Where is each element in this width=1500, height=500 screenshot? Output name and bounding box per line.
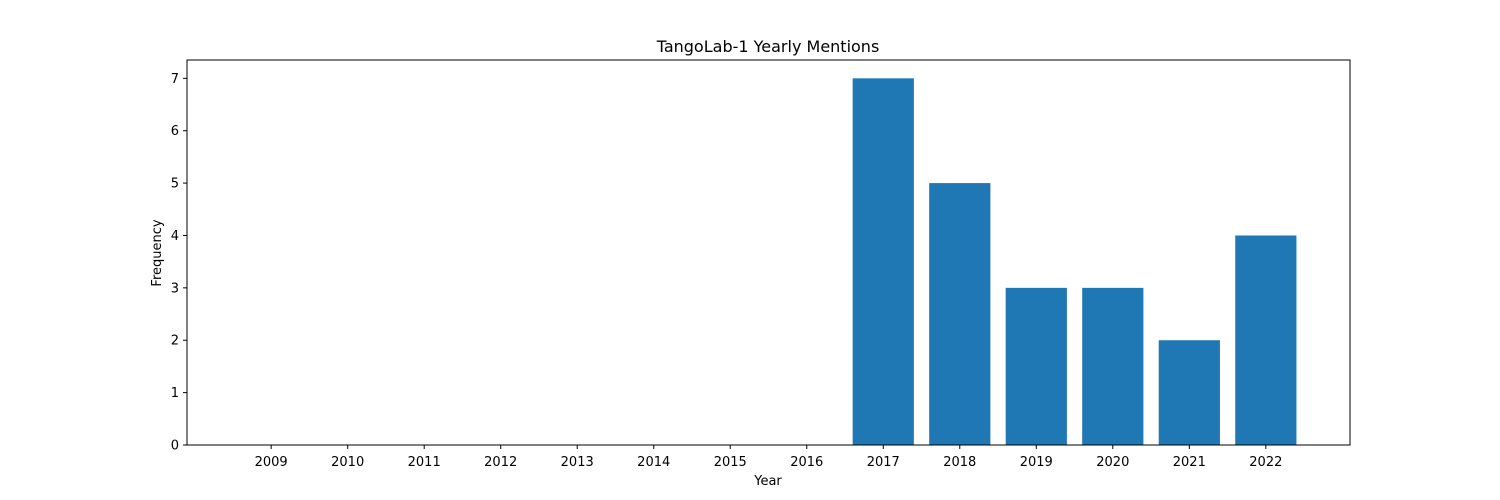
y-tick-label: 6 [171, 124, 179, 139]
y-tick-label: 0 [171, 439, 179, 454]
y-tick-label: 2 [171, 334, 179, 349]
y-tick-label: 5 [171, 177, 179, 192]
x-tick-label: 2017 [867, 455, 900, 470]
x-axis-label: Year [753, 474, 782, 489]
x-tick-label: 2022 [1249, 455, 1282, 470]
y-axis-label: Frequency [150, 219, 165, 286]
chart-title: TangoLab-1 Yearly Mentions [656, 37, 880, 56]
bar-2021 [1158, 340, 1220, 445]
x-tick-label: 2021 [1173, 455, 1206, 470]
y-tick-label: 4 [171, 229, 179, 244]
bars-layer [852, 78, 1297, 445]
y-axis-ticks: 0 1 2 3 4 5 6 7 [171, 72, 187, 454]
x-tick-label: 2009 [255, 455, 288, 470]
bar-2017 [852, 78, 914, 445]
plot-frame [186, 59, 1351, 446]
x-tick-label: 2015 [714, 455, 747, 470]
y-tick-label: 7 [171, 72, 179, 87]
x-tick-label: 2013 [561, 455, 594, 470]
x-tick-label: 2016 [790, 455, 823, 470]
x-tick-label: 2014 [637, 455, 670, 470]
bar-2019 [1005, 287, 1067, 445]
y-tick-label: 3 [171, 281, 179, 296]
x-axis-ticks: 2009 2010 2011 2012 2013 2014 2015 2016 2017 2018… [255, 445, 1282, 470]
x-tick-label: 2018 [943, 455, 976, 470]
bar-2020 [1082, 287, 1144, 445]
x-tick-label: 2020 [1096, 455, 1129, 470]
x-tick-label: 2010 [331, 455, 364, 470]
bar-2022 [1235, 235, 1297, 445]
x-tick-label: 2012 [484, 455, 517, 470]
y-tick-label: 1 [171, 386, 179, 401]
x-tick-label: 2011 [408, 455, 441, 470]
x-tick-label: 2019 [1020, 455, 1053, 470]
bar-2018 [929, 183, 991, 445]
